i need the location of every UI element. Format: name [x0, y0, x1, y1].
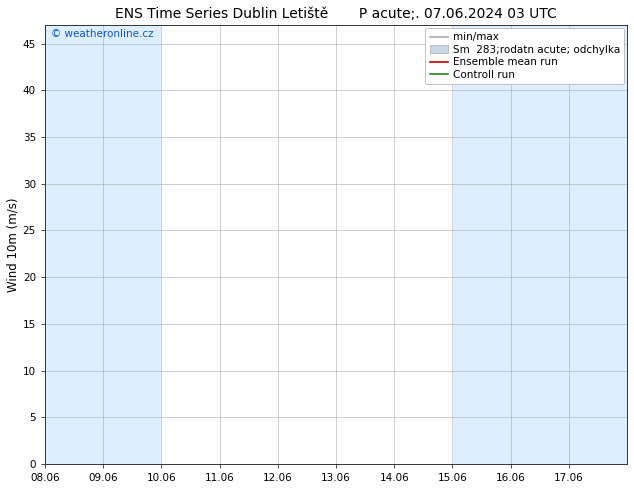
Legend: min/max, Sm  283;rodatn acute; odchylka, Ensemble mean run, Controll run: min/max, Sm 283;rodatn acute; odchylka, … [425, 28, 624, 84]
Text: © weatheronline.cz: © weatheronline.cz [51, 29, 153, 39]
Title: ENS Time Series Dublin Letiště       P acute;. 07.06.2024 03 UTC: ENS Time Series Dublin Letiště P acute;.… [115, 7, 557, 21]
Bar [162, 25, 453, 464]
Y-axis label: Wind 10m (m/s): Wind 10m (m/s) [7, 197, 20, 292]
